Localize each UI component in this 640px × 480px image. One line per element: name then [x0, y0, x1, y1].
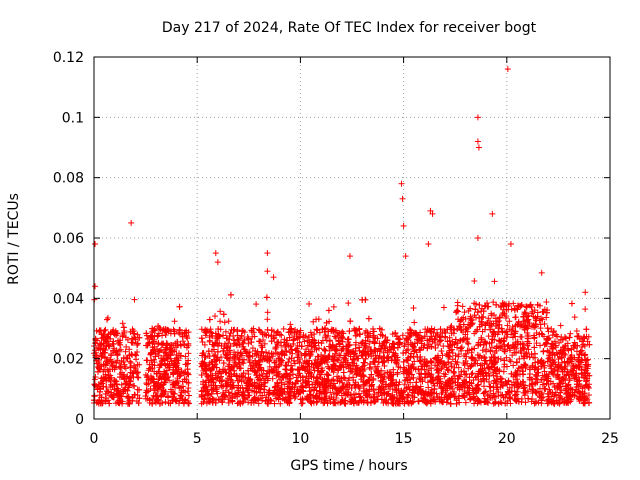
data-point: [448, 322, 455, 329]
data-point: [296, 339, 303, 346]
data-point: [543, 314, 550, 321]
data-point: [489, 369, 496, 376]
data-point: [219, 376, 226, 383]
data-point: [416, 375, 423, 382]
data-point: [494, 373, 501, 380]
data-point: [491, 278, 498, 285]
data-point: [537, 342, 544, 349]
data-point: [318, 340, 325, 347]
data-point: [264, 309, 271, 316]
data-point: [135, 374, 142, 381]
data-point: [411, 319, 418, 326]
grid-lines: [94, 57, 610, 419]
data-point: [225, 399, 232, 406]
data-point: [585, 392, 592, 399]
data-point: [371, 391, 378, 398]
data-point: [345, 300, 352, 307]
data-point: [557, 322, 564, 329]
data-point: [255, 400, 262, 407]
data-point: [102, 326, 109, 333]
data-point: [298, 400, 305, 407]
data-point: [459, 303, 466, 310]
data-point: [118, 381, 125, 388]
data-point: [504, 322, 511, 329]
data-point: [455, 351, 462, 358]
data-points: [91, 66, 593, 407]
data-point: [382, 334, 389, 341]
data-point: [452, 352, 459, 359]
data-point: [410, 305, 417, 312]
data-point: [126, 346, 133, 353]
data-point: [506, 318, 513, 325]
chart-title: Day 217 of 2024, Rate Of TEC Index for r…: [162, 20, 537, 36]
data-point: [330, 303, 337, 310]
data-point: [481, 353, 488, 360]
data-point: [469, 370, 476, 377]
data-point: [582, 306, 589, 313]
data-point: [516, 355, 523, 362]
data-point: [416, 357, 423, 364]
data-point: [545, 355, 552, 362]
data-point: [399, 332, 406, 339]
data-point: [462, 399, 469, 406]
